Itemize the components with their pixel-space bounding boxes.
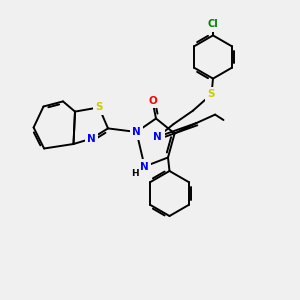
Text: O: O	[148, 95, 157, 106]
Text: S: S	[208, 89, 215, 99]
Text: N: N	[132, 127, 141, 137]
Text: Cl: Cl	[208, 19, 218, 29]
Text: N: N	[140, 161, 149, 172]
Text: H: H	[131, 169, 139, 178]
Text: N: N	[87, 134, 96, 144]
Text: N: N	[153, 132, 162, 142]
Text: S: S	[95, 102, 103, 112]
